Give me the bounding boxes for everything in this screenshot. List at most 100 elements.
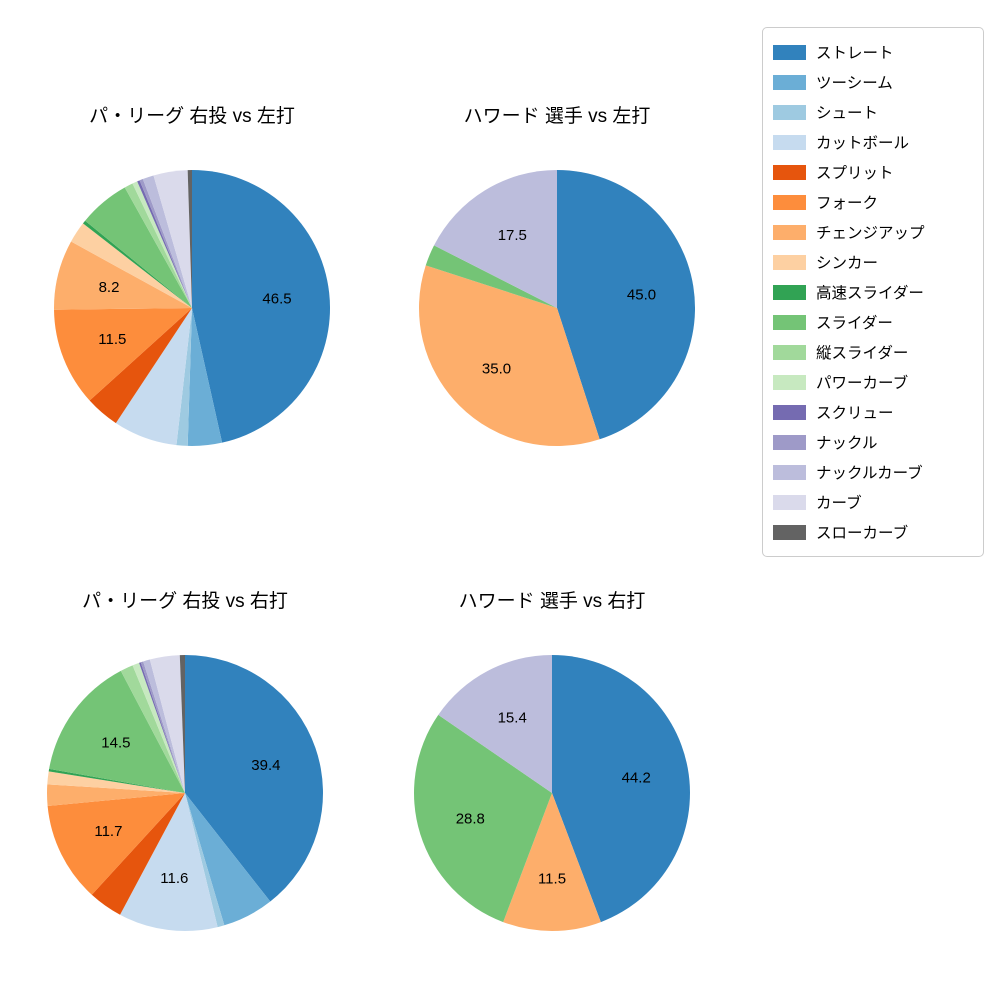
- legend-item: シンカー: [773, 247, 969, 277]
- chart-title: パ・リーグ 右投 vs 左打: [89, 106, 295, 127]
- pie-slice: [124, 183, 192, 308]
- legend-color-swatch: [773, 74, 806, 90]
- pie-slice: [48, 768, 186, 793]
- legend-color-swatch: [773, 464, 806, 480]
- legend-label: 高速スライダー: [816, 285, 924, 302]
- legend-color-swatch: [773, 194, 806, 210]
- legend-label: スプリット: [816, 165, 894, 182]
- legend-label: ツーシーム: [816, 75, 893, 92]
- chart-title: ハワード 選手 vs 右打: [458, 591, 646, 612]
- pie-slice: [82, 220, 192, 308]
- legend-color-swatch: [773, 434, 806, 450]
- legend-label: カーブ: [816, 495, 862, 512]
- pie-slice: [139, 179, 192, 308]
- pie-chart-pa-league-vs-lhb: パ・リーグ 右投 vs 左打 46.5 11.5 8.2: [42, 104, 342, 458]
- pie-slice: [414, 714, 552, 923]
- legend-item: シュート: [773, 97, 969, 127]
- legend-color-swatch: [773, 44, 806, 60]
- pie-value-label: 11.5: [538, 871, 566, 888]
- legend-item: スローカーブ: [773, 517, 969, 547]
- legend: ストレートツーシームシュートカットボール スプリットフォークチェンジアップ シンカー…: [762, 27, 984, 557]
- pie-slice: [557, 170, 696, 440]
- pie-slice: [149, 655, 185, 793]
- legend-label: チェンジアップ: [816, 225, 925, 242]
- legend-label: シンカー: [816, 255, 879, 272]
- pie-value-label: 17.5: [498, 227, 527, 244]
- pie-slice: [53, 241, 192, 310]
- pie-value-label: 28.8: [456, 811, 485, 828]
- pie-value-label: 11.5: [98, 331, 126, 348]
- legend-color-swatch: [773, 284, 806, 300]
- legend-item: ナックル: [773, 427, 969, 457]
- pie-svg-pa-league-vs-lhb: 46.5 11.5 8.2: [53, 170, 331, 446]
- pie-value-label: 45.0: [627, 287, 656, 304]
- pie-slice: [139, 662, 185, 793]
- legend-color-swatch: [773, 224, 806, 240]
- pie-slice: [176, 308, 192, 446]
- pie-slice: [185, 793, 271, 926]
- legend-item: スプリット: [773, 157, 969, 187]
- legend-label: ナックルカーブ: [816, 465, 923, 482]
- legend-color-swatch: [773, 374, 806, 390]
- legend-label: ストレート: [816, 45, 894, 62]
- pie-slice: [425, 245, 557, 308]
- pie-slice: [115, 308, 192, 446]
- pie-slice: [187, 308, 223, 446]
- pie-svg-howard-vs-rhb: 44.2 11.5 28.8 15.4: [414, 655, 690, 931]
- legend-item: 高速スライダー: [773, 277, 969, 307]
- pie-chart-howard-vs-rhb: ハワード 選手 vs 右打 44.2 11.5 28.8 15.4: [402, 589, 702, 943]
- legend-item: スライダー: [773, 307, 969, 337]
- pie-svg-howard-vs-lhb: 45.0 35.0 17.5: [418, 170, 696, 447]
- legend-color-swatch: [773, 254, 806, 270]
- pie-value-label: 11.6: [160, 870, 188, 887]
- pie-slice: [120, 665, 185, 793]
- legend-item: パワーカーブ: [773, 367, 969, 397]
- legend-item: ナックルカーブ: [773, 457, 969, 487]
- pie-value-label: 15.4: [498, 709, 527, 726]
- legend-color-swatch: [773, 104, 806, 120]
- legend-color-swatch: [773, 494, 806, 510]
- legend-label: スローカーブ: [816, 525, 909, 542]
- pie-chart-howard-vs-lhb: ハワード 選手 vs 左打 45.0 35.0 17.5: [407, 104, 707, 458]
- pie-slice: [503, 793, 601, 931]
- legend-label: ナックル: [816, 435, 878, 452]
- legend-label: スライダー: [816, 315, 893, 332]
- legend-label: シュート: [816, 105, 879, 122]
- legend-item: チェンジアップ: [773, 217, 969, 247]
- pie-slice: [143, 659, 185, 793]
- legend-item: カーブ: [773, 487, 969, 517]
- pie-value-label: 11.7: [94, 823, 122, 840]
- legend-label: カットボール: [816, 135, 910, 152]
- pie-slice: [142, 175, 192, 308]
- chart-title: パ・リーグ 右投 vs 右打: [82, 591, 288, 612]
- legend-item: カットボール: [773, 127, 969, 157]
- pie-slice: [185, 655, 323, 902]
- pie-value-label: 39.4: [251, 757, 280, 774]
- pie-slice: [49, 670, 185, 793]
- pie-slice: [179, 655, 185, 793]
- pie-slice: [438, 655, 552, 793]
- pie-slice: [434, 170, 557, 308]
- pie-chart-pa-league-vs-rhb: パ・リーグ 右投 vs 右打 39.4 11.6 11.7 14.5: [35, 589, 335, 943]
- legend-item: スクリュー: [773, 397, 969, 427]
- legend-color-swatch: [773, 134, 806, 150]
- legend-item: ツーシーム: [773, 67, 969, 97]
- pie-slice: [47, 771, 185, 793]
- legend-label: パワーカーブ: [816, 375, 909, 392]
- legend-color-swatch: [773, 314, 806, 330]
- pie-slice: [54, 308, 192, 401]
- legend-item: ストレート: [773, 37, 969, 67]
- legend-item: フォーク: [773, 187, 969, 217]
- pie-slice: [47, 793, 185, 895]
- pie-svg-pa-league-vs-rhb: 39.4 11.6 11.7 14.5: [46, 655, 323, 932]
- pie-value-label: 44.2: [622, 770, 651, 787]
- chart-title: ハワード 選手 vs 左打: [463, 106, 651, 127]
- pie-slice: [153, 170, 192, 308]
- pie-slice: [89, 308, 192, 424]
- pie-slice: [552, 655, 690, 923]
- pie-value-label: 46.5: [262, 291, 291, 308]
- pie-slice: [137, 180, 192, 308]
- legend-item: 縦スライダー: [773, 337, 969, 367]
- legend-color-swatch: [773, 164, 806, 180]
- pie-slice: [418, 265, 600, 447]
